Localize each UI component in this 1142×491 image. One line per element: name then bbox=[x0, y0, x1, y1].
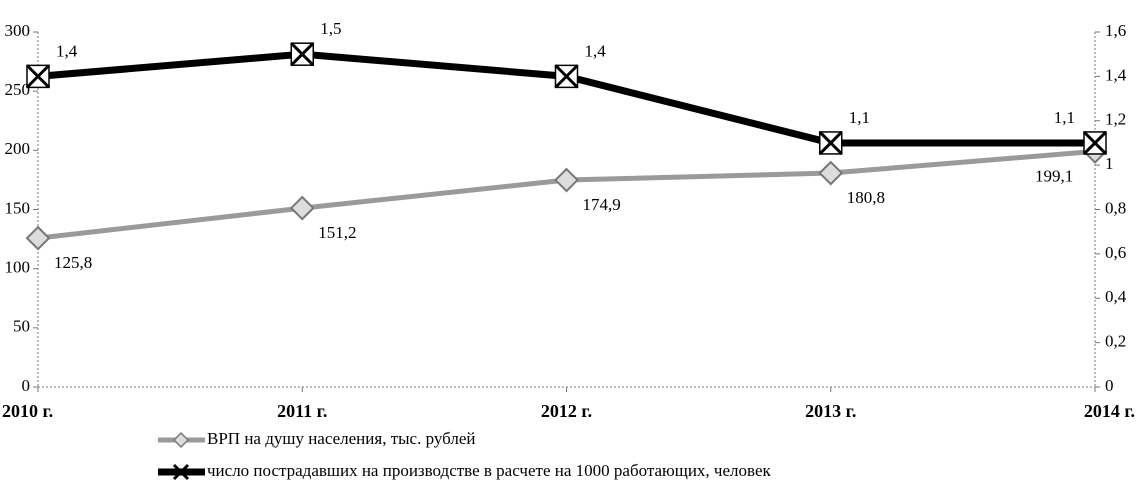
x-tick-label: 2014 г. bbox=[1084, 401, 1135, 421]
series-line bbox=[37, 148, 1096, 241]
marker-x bbox=[290, 42, 315, 67]
value-label: 174,9 bbox=[583, 195, 621, 214]
legend-marker bbox=[172, 431, 190, 449]
value-label: 1,4 bbox=[585, 41, 607, 60]
value-label: 151,2 bbox=[318, 223, 356, 242]
legend-marker bbox=[172, 463, 190, 481]
x-tick-label: 2010 г. bbox=[2, 401, 53, 421]
y2-tick-label: 1,2 bbox=[1105, 110, 1126, 129]
y2-tick-label: 1 bbox=[1105, 154, 1114, 173]
marker-x bbox=[554, 64, 579, 89]
marker bbox=[289, 195, 315, 221]
y2-tick-label: 0,2 bbox=[1105, 332, 1126, 351]
y2-tick-label: 1,4 bbox=[1105, 65, 1127, 84]
y-tick-label: 50 bbox=[13, 317, 30, 336]
value-label: 1,1 bbox=[849, 108, 870, 127]
x-tick-label: 2012 г. bbox=[541, 401, 592, 421]
y2-tick-label: 0,6 bbox=[1105, 243, 1126, 262]
y-tick-label: 200 bbox=[5, 139, 31, 158]
marker bbox=[25, 64, 51, 89]
value-label: 199,1 bbox=[1035, 166, 1073, 185]
marker bbox=[554, 167, 579, 193]
value-label: 180,8 bbox=[847, 188, 885, 207]
series: 125,8 151,2 174,9 180,8 199,1 bbox=[25, 138, 1108, 272]
y-tick-label: 100 bbox=[5, 258, 31, 277]
x-tick-label: 2013 г. bbox=[805, 401, 856, 421]
marker bbox=[25, 225, 51, 251]
legend-label: ВРП на душу населения, тыс. рублей bbox=[207, 429, 476, 448]
y-tick-label: 150 bbox=[5, 198, 31, 217]
marker bbox=[290, 42, 315, 67]
marker bbox=[818, 160, 844, 186]
marker bbox=[818, 130, 843, 155]
value-label: 1,5 bbox=[320, 19, 341, 38]
y2-tick-label: 0,8 bbox=[1105, 198, 1126, 217]
marker-x bbox=[1082, 130, 1108, 155]
y2-tick-label: 0,4 bbox=[1105, 287, 1127, 306]
y-tick-label: 300 bbox=[5, 21, 31, 40]
y2-tick-label: 0 bbox=[1105, 376, 1114, 395]
y-tick-label: 250 bbox=[5, 80, 31, 99]
marker bbox=[1082, 130, 1108, 155]
marker-x bbox=[25, 64, 51, 89]
marker bbox=[554, 64, 579, 89]
marker-x bbox=[818, 130, 843, 155]
value-label: 1,1 bbox=[1054, 108, 1075, 127]
legend-label: число пострадавших на производстве в рас… bbox=[207, 461, 771, 480]
x-tick-label: 2011 г. bbox=[277, 401, 327, 421]
y2-tick-label: 1,6 bbox=[1105, 21, 1126, 40]
value-label: 125,8 bbox=[54, 253, 92, 272]
value-label: 1,4 bbox=[56, 41, 78, 60]
series: 1,4 1,5 1,4 1,1 1,1 bbox=[25, 19, 1108, 155]
y-tick-label: 0 bbox=[22, 376, 31, 395]
